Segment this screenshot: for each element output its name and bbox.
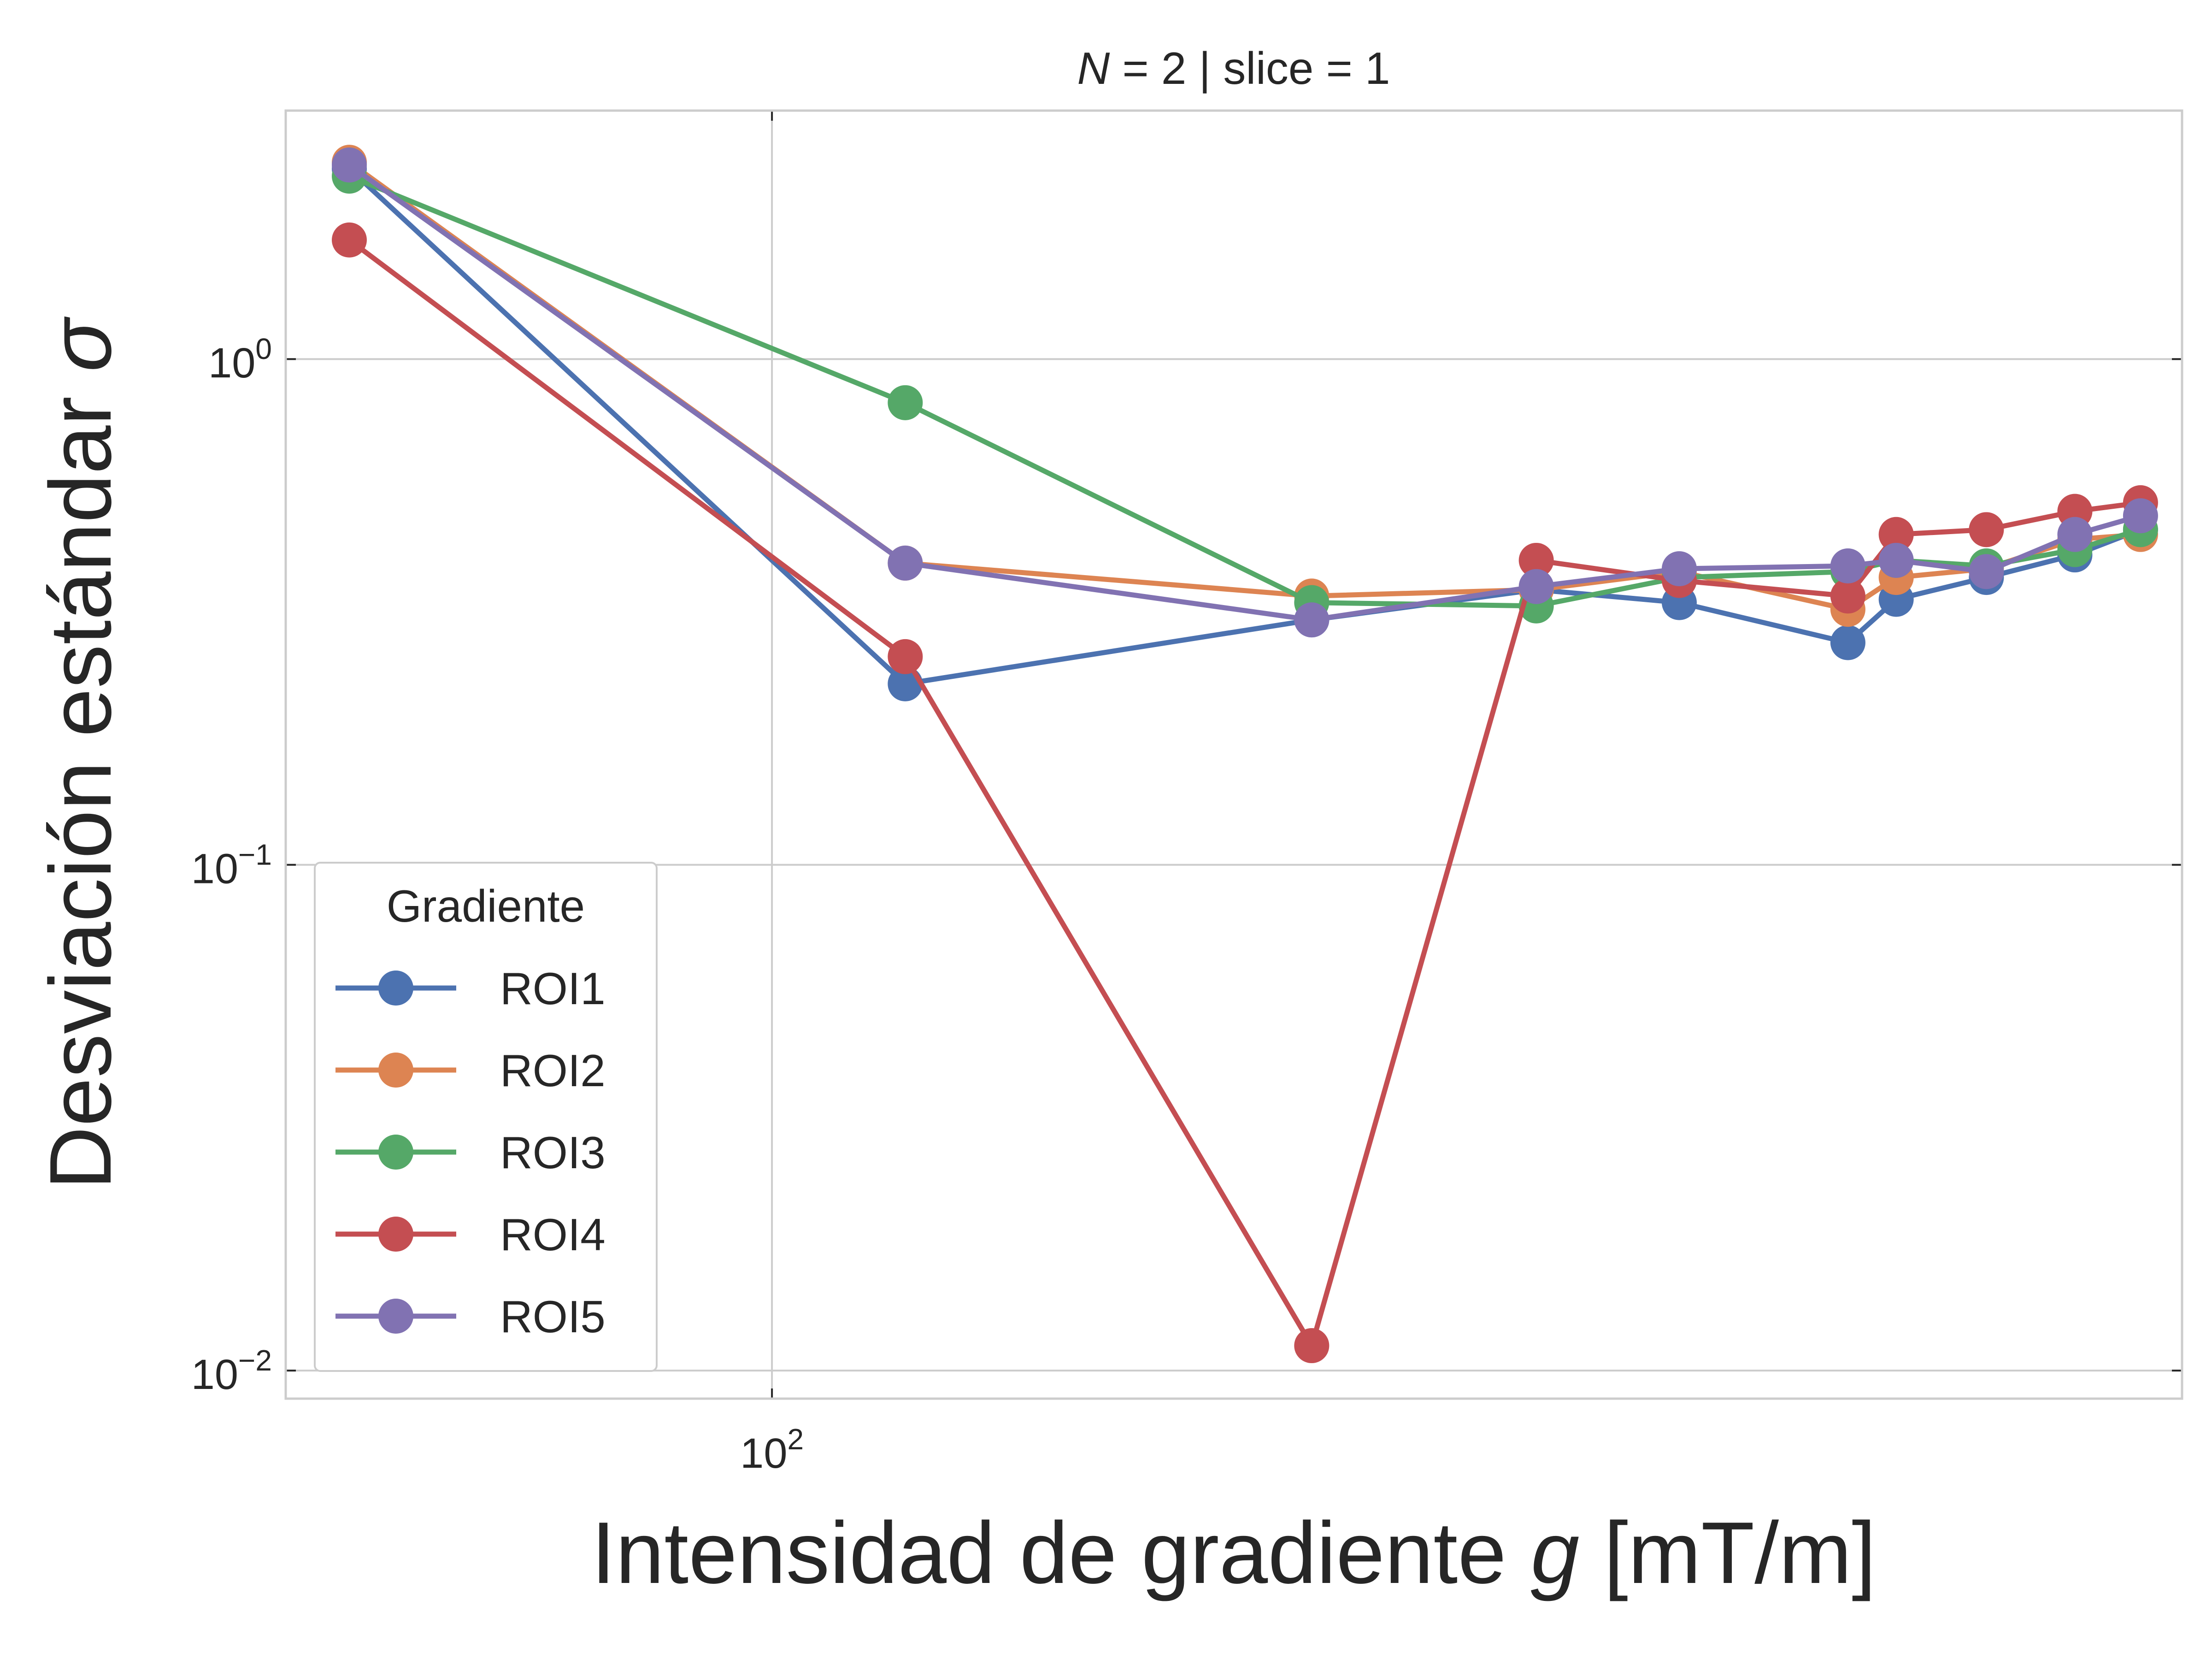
y-tick-label-base: 10 [191, 846, 238, 893]
legend-entry-roi2: ROI2 [335, 1045, 606, 1096]
y-tick-label-exponent: −1 [238, 838, 272, 871]
legend-label-roi1: ROI1 [500, 963, 606, 1014]
data-point-roi5 [2123, 498, 2158, 534]
legend-marker-roi5 [378, 1299, 413, 1334]
data-point-roi5 [331, 147, 367, 183]
data-point-roi5 [1518, 569, 1554, 604]
x-axis-label-var: g [1531, 1504, 1580, 1602]
data-point-roi4 [1969, 512, 2004, 547]
data-point-roi5 [1969, 554, 2004, 589]
x-axis-label-unit: [mT/m] [1579, 1504, 1876, 1602]
legend-marker-roi3 [378, 1135, 413, 1170]
data-point-roi5 [888, 545, 923, 581]
series [331, 145, 2158, 1364]
legend-title: Gradiente [387, 881, 585, 931]
legend-marker-roi2 [378, 1053, 413, 1088]
data-point-roi4 [331, 222, 367, 258]
chart-title: N = 2 | slice = 1 [1077, 43, 1390, 94]
series-roi4 [331, 222, 2158, 1364]
legend-label-roi4: ROI4 [500, 1209, 606, 1260]
data-point-roi4 [1830, 578, 1865, 614]
series-line-roi4 [347, 237, 2143, 1348]
legend: Gradiente ROI1 ROI2 ROI3 ROI4 ROI5 [314, 862, 658, 1372]
x-tick-label-base: 10 [740, 1430, 787, 1477]
y-axis-label: Desviación estándar σ [32, 316, 129, 1189]
data-point-roi5 [1294, 602, 1330, 638]
chart-title-rest: = 2 | slice = 1 [1110, 43, 1390, 94]
legend-marker-roi4 [378, 1217, 413, 1252]
y-tick-label-exponent: −2 [238, 1344, 272, 1377]
x-tick-label: 102 [740, 1423, 804, 1477]
legend-marker-roi1 [378, 971, 413, 1006]
y-tick-label-base: 10 [208, 340, 255, 387]
data-point-roi4 [1878, 517, 1914, 552]
y-tick-label-base: 10 [191, 1351, 238, 1398]
chart-title-var: N [1077, 43, 1110, 94]
legend-label-roi3: ROI3 [500, 1127, 606, 1178]
legend-label-roi2: ROI2 [500, 1045, 606, 1096]
legend-entry-roi5: ROI5 [335, 1291, 606, 1342]
y-tick-label: 100 [208, 332, 272, 387]
data-point-roi4 [1518, 542, 1554, 578]
data-point-roi5 [1661, 551, 1697, 587]
legend-label-roi5: ROI5 [500, 1291, 606, 1342]
data-point-roi1 [1830, 625, 1865, 660]
plot-frame [284, 109, 2183, 1400]
data-point-roi3 [888, 385, 923, 420]
data-point-roi5 [1878, 542, 1914, 578]
data-point-roi5 [1830, 548, 1865, 584]
x-tick-label-exponent: 2 [788, 1423, 804, 1456]
y-axis-label-var: σ [32, 316, 129, 372]
legend-entries: ROI1 ROI2 ROI3 ROI4 ROI5 [335, 963, 606, 1342]
series-line-roi5 [347, 162, 2143, 623]
legend-entry-roi4: ROI4 [335, 1209, 606, 1260]
y-tick-label: 10−1 [191, 838, 272, 893]
legend-entry-roi3: ROI3 [335, 1127, 606, 1178]
y-tick-label-exponent: 0 [255, 332, 272, 365]
legend-entry-roi1: ROI1 [335, 963, 606, 1014]
y-axis-label-text: Desviación estándar [32, 372, 129, 1189]
data-point-roi5 [2057, 517, 2093, 552]
data-point-roi4 [888, 639, 923, 674]
x-axis-label-text: Intensidad de gradiente [591, 1504, 1531, 1602]
series-line-roi3 [347, 173, 2143, 609]
x-axis-label: Intensidad de gradiente g [mT/m] [591, 1504, 1876, 1602]
series-roi5 [331, 147, 2158, 638]
y-tick-label: 10−2 [191, 1344, 272, 1398]
series-line-roi1 [347, 166, 2143, 687]
data-point-roi4 [1294, 1328, 1330, 1364]
